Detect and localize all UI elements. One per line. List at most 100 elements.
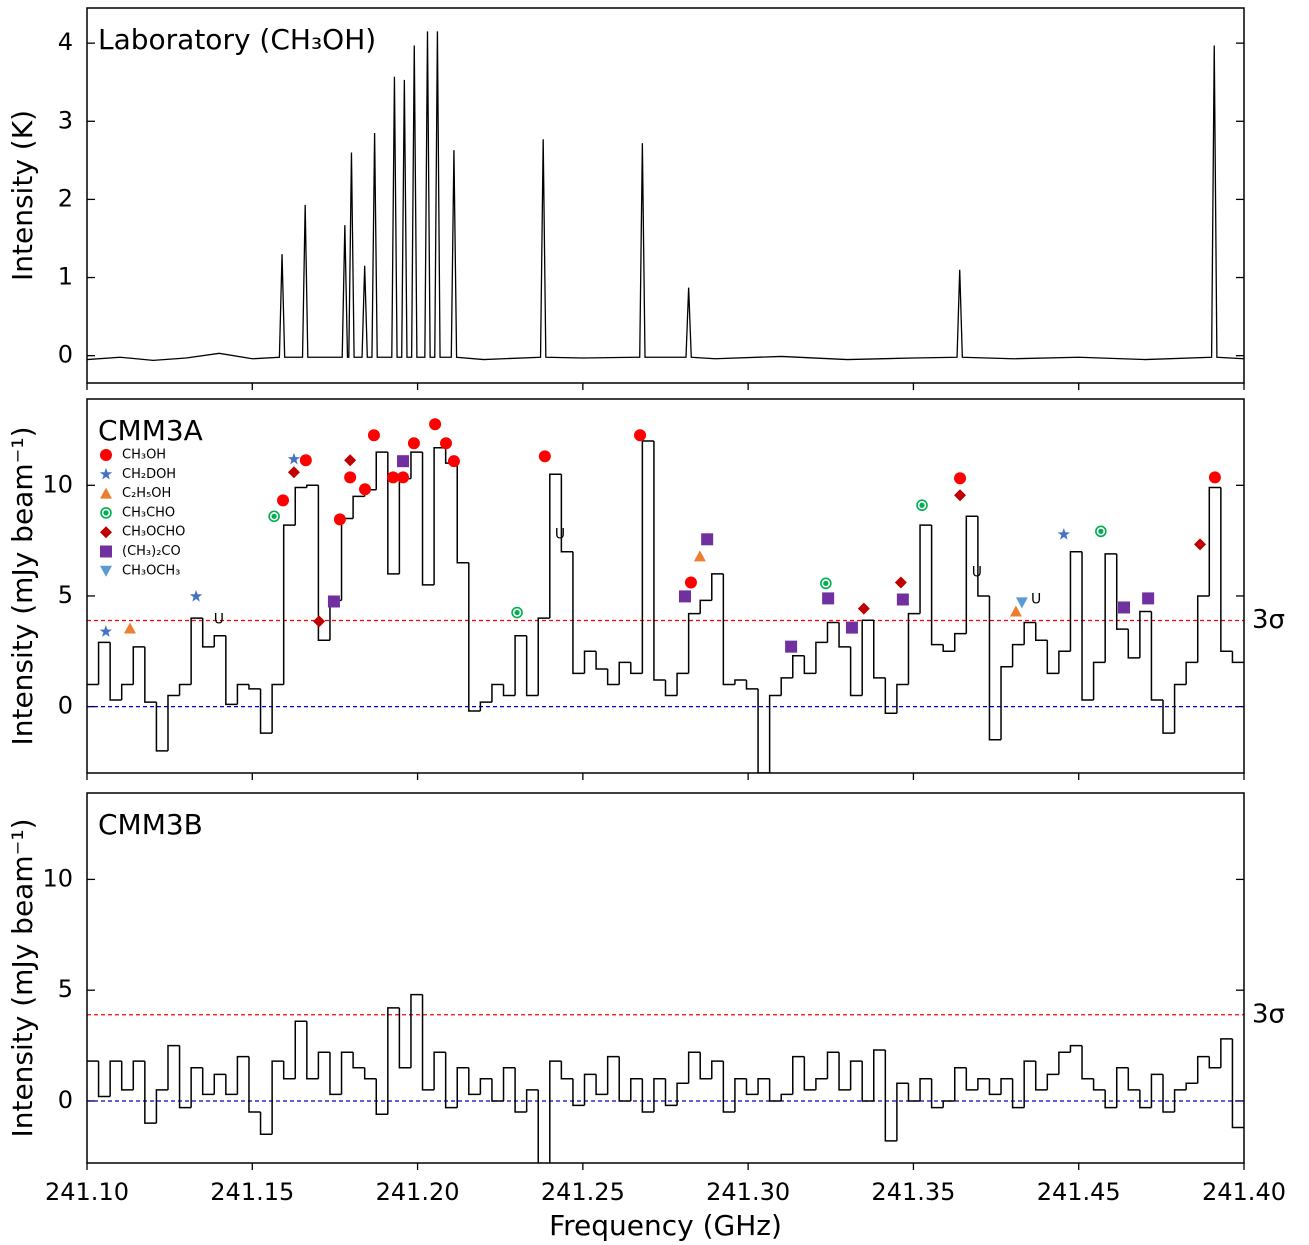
spectrum-channel (907, 1083, 921, 1102)
reference-label: 3σ (1252, 605, 1285, 635)
spectrum-channel (1011, 1078, 1025, 1109)
spectrum-channel (282, 524, 296, 685)
marker (359, 483, 372, 496)
marker (100, 449, 112, 461)
marker (511, 606, 523, 619)
spectrum-channel (572, 551, 585, 675)
spectrum-channel (1058, 1051, 1071, 1075)
spectrum-channel (849, 646, 863, 697)
spectrum-channel (178, 1045, 192, 1109)
spectrum-channel (676, 1082, 689, 1106)
spectrum-channel (1011, 643, 1025, 667)
spectrum-channel (1150, 611, 1164, 701)
spectrum-channel (144, 1061, 157, 1124)
spectrum-channel (1127, 1067, 1140, 1091)
spectrum-channel (803, 1056, 816, 1091)
legend-label: CH₃OCHO (122, 525, 185, 540)
spectrum-channel (398, 1007, 411, 1069)
y-axis-label: Intensity (mJy beam⁻¹) (6, 818, 39, 1137)
spectrum-channel (1196, 1055, 1210, 1084)
spectrum-channel (583, 650, 597, 674)
marker (100, 526, 112, 539)
marker (333, 513, 346, 526)
spectrum-channel (1208, 486, 1221, 596)
spectrum-channel (780, 1093, 793, 1101)
y-tick-label: 5 (58, 581, 73, 609)
spectrum (87, 993, 1244, 1163)
spectrum-channel (120, 683, 134, 700)
spectrum-channel (930, 525, 944, 646)
spectrum-channel (919, 524, 932, 614)
spectrum-channel (919, 1078, 932, 1101)
legend-label: CH₂DOH (122, 467, 176, 482)
spectrum-channel (1139, 1089, 1152, 1109)
spectrum-channel (190, 617, 203, 685)
annotation: U (1031, 591, 1041, 607)
spectrum-channel (977, 516, 990, 597)
marker (894, 576, 907, 589)
marker (916, 499, 928, 512)
marker (1208, 471, 1221, 484)
spectrum-channel (1139, 610, 1152, 658)
spectrum-channel (896, 1082, 909, 1141)
spectrum-channel (965, 515, 978, 634)
spectrum-channel (213, 635, 226, 647)
spectrum-channel (514, 635, 527, 696)
spectrum-channel (1185, 1082, 1198, 1090)
spectrum-channel (988, 1078, 1002, 1096)
spectrum-channel (410, 451, 423, 479)
spectrum-channel (1000, 1078, 1013, 1095)
marker (701, 533, 714, 546)
spectrum-channel (1104, 553, 1117, 663)
spectrum-channel (977, 1078, 990, 1090)
spectrum-channel (757, 688, 770, 773)
marker (845, 621, 858, 634)
spectrum-channel (826, 621, 840, 643)
marker-dot (103, 510, 109, 516)
spectrum-channel (421, 452, 435, 586)
spectrum-channel (444, 1052, 458, 1109)
marker (429, 418, 442, 431)
spectrum-channel (1162, 1074, 1175, 1113)
y-axis-label: Intensity (K) (6, 110, 39, 281)
spectrum-channel (456, 463, 469, 564)
spectrum-channel (178, 683, 192, 696)
marker (684, 576, 697, 589)
plot-frame (86, 7, 1245, 384)
spectrum-channel (1000, 666, 1013, 740)
spectrum-channel (1150, 1073, 1164, 1108)
legend-label: CH₃OCH₃ (122, 563, 180, 578)
spectrum-channel (1208, 1056, 1221, 1069)
marker (344, 471, 357, 484)
spectrum-channel (641, 1078, 654, 1113)
spectrum-channel (699, 599, 712, 614)
spectrum-channel (745, 1078, 759, 1096)
spectrum-channel (792, 1055, 805, 1095)
spectrum-channel (687, 1051, 701, 1084)
y-tick-label: 4 (58, 28, 73, 56)
spectrum-channel (306, 484, 319, 488)
marker (100, 545, 112, 558)
spectrum-channel (329, 1052, 342, 1096)
spectrum-channel (1173, 683, 1187, 734)
spectrum-channel (97, 641, 111, 685)
y-tick-label: 1 (58, 263, 73, 291)
marker (896, 593, 909, 606)
spectrum-channel (1069, 550, 1083, 652)
spectrum-channel (942, 1100, 955, 1108)
marker (954, 472, 967, 485)
annotation: U (214, 611, 224, 627)
spectrum-channel (873, 1049, 886, 1101)
marker (954, 489, 967, 502)
spectrum-channel (768, 694, 782, 773)
spectrum-channel (699, 1052, 712, 1080)
spectrum-channel (722, 1061, 735, 1113)
spectrum-channel (884, 1050, 897, 1142)
spectrum-channel (387, 1007, 400, 1115)
spectrum-channel (225, 635, 238, 706)
legend-label: (CH₃)₂CO (122, 544, 181, 559)
spectrum-channel (1127, 629, 1140, 659)
spectrum-channel (965, 1067, 978, 1091)
y-tick-label: 5 (58, 975, 73, 1003)
